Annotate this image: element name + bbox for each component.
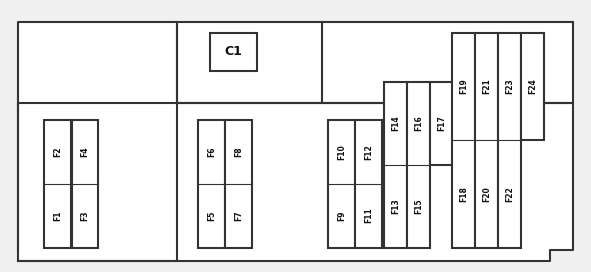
Text: F15: F15 xyxy=(414,198,423,214)
FancyBboxPatch shape xyxy=(521,33,544,140)
Text: F2: F2 xyxy=(53,146,62,157)
Text: F7: F7 xyxy=(234,210,243,221)
Text: F3: F3 xyxy=(80,210,89,221)
Text: F20: F20 xyxy=(482,186,491,202)
Text: F5: F5 xyxy=(207,210,216,221)
Text: F11: F11 xyxy=(364,208,373,223)
Text: F6: F6 xyxy=(207,146,216,157)
Text: F19: F19 xyxy=(459,79,468,94)
Text: F1: F1 xyxy=(53,210,62,221)
FancyBboxPatch shape xyxy=(475,33,498,248)
FancyBboxPatch shape xyxy=(225,120,252,248)
FancyBboxPatch shape xyxy=(18,103,177,261)
Text: F21: F21 xyxy=(482,79,491,94)
Text: F24: F24 xyxy=(528,79,537,94)
FancyBboxPatch shape xyxy=(198,120,225,248)
Text: F22: F22 xyxy=(505,186,514,202)
FancyBboxPatch shape xyxy=(210,33,257,71)
Text: F4: F4 xyxy=(80,146,89,157)
FancyBboxPatch shape xyxy=(355,120,382,248)
Text: C1: C1 xyxy=(225,45,242,58)
Text: F23: F23 xyxy=(505,79,514,94)
Text: F14: F14 xyxy=(391,115,400,131)
Text: F17: F17 xyxy=(437,115,446,131)
FancyBboxPatch shape xyxy=(407,82,430,248)
FancyBboxPatch shape xyxy=(177,22,573,103)
Polygon shape xyxy=(18,22,573,261)
Text: F18: F18 xyxy=(459,186,468,202)
FancyBboxPatch shape xyxy=(498,33,521,248)
FancyBboxPatch shape xyxy=(430,82,453,165)
Text: F10: F10 xyxy=(337,144,346,159)
FancyBboxPatch shape xyxy=(452,33,475,248)
Text: F12: F12 xyxy=(364,144,373,159)
Text: F13: F13 xyxy=(391,198,400,214)
Text: F16: F16 xyxy=(414,115,423,131)
FancyBboxPatch shape xyxy=(384,82,407,248)
FancyBboxPatch shape xyxy=(72,120,98,248)
FancyBboxPatch shape xyxy=(44,120,71,248)
Text: F9: F9 xyxy=(337,210,346,221)
Text: F8: F8 xyxy=(234,146,243,157)
FancyBboxPatch shape xyxy=(328,120,355,248)
